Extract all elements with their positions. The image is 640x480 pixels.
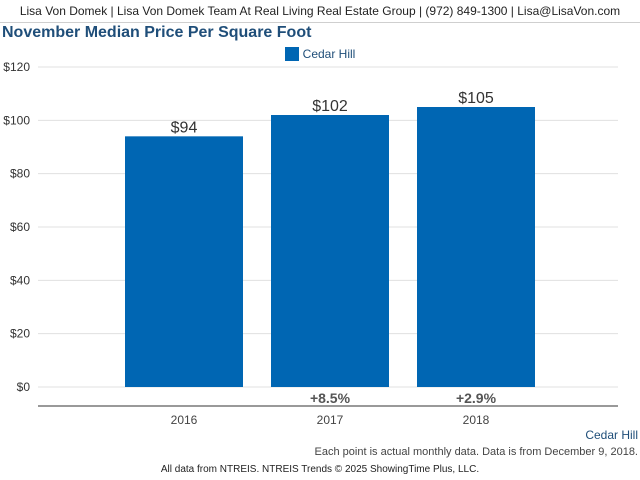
x-tick-label: 2018 bbox=[463, 413, 490, 427]
chart-legend[interactable]: Cedar Hill bbox=[0, 46, 640, 62]
contact-line: Lisa Von Domek | Lisa Von Domek Team At … bbox=[19, 4, 621, 18]
legend-swatch-icon bbox=[284, 47, 299, 61]
y-tick-label: $40 bbox=[10, 273, 30, 287]
y-tick-label: $80 bbox=[10, 167, 30, 181]
y-tick-label: $120 bbox=[3, 60, 30, 74]
bar-value-label: $94 bbox=[171, 119, 198, 136]
footer-series-label[interactable]: Cedar Hill bbox=[585, 428, 638, 442]
bar-change-label: +2.9% bbox=[456, 390, 497, 406]
bar-value-label: $102 bbox=[312, 98, 348, 115]
x-tick-label: 2016 bbox=[171, 413, 198, 427]
y-tick-label: $100 bbox=[3, 113, 30, 127]
bar bbox=[271, 115, 389, 387]
bar-change-label: +8.5% bbox=[310, 390, 351, 406]
bar bbox=[417, 107, 535, 387]
footer-note: Each point is actual monthly data. Data … bbox=[314, 446, 638, 458]
y-tick-label: $60 bbox=[10, 220, 30, 234]
footer-credit: All data from NTREIS. NTREIS Trends © 20… bbox=[160, 464, 480, 475]
y-tick-label: $20 bbox=[10, 327, 30, 341]
x-tick-label: 2017 bbox=[317, 413, 344, 427]
bar-value-label: $105 bbox=[458, 90, 494, 107]
bar bbox=[125, 136, 243, 387]
contact-header: Lisa Von Domek | Lisa Von Domek Team At … bbox=[0, 0, 640, 23]
y-tick-label: $0 bbox=[17, 380, 31, 394]
legend-label: Cedar Hill bbox=[302, 47, 356, 61]
chart-title: November Median Price Per Square Foot bbox=[2, 24, 312, 41]
